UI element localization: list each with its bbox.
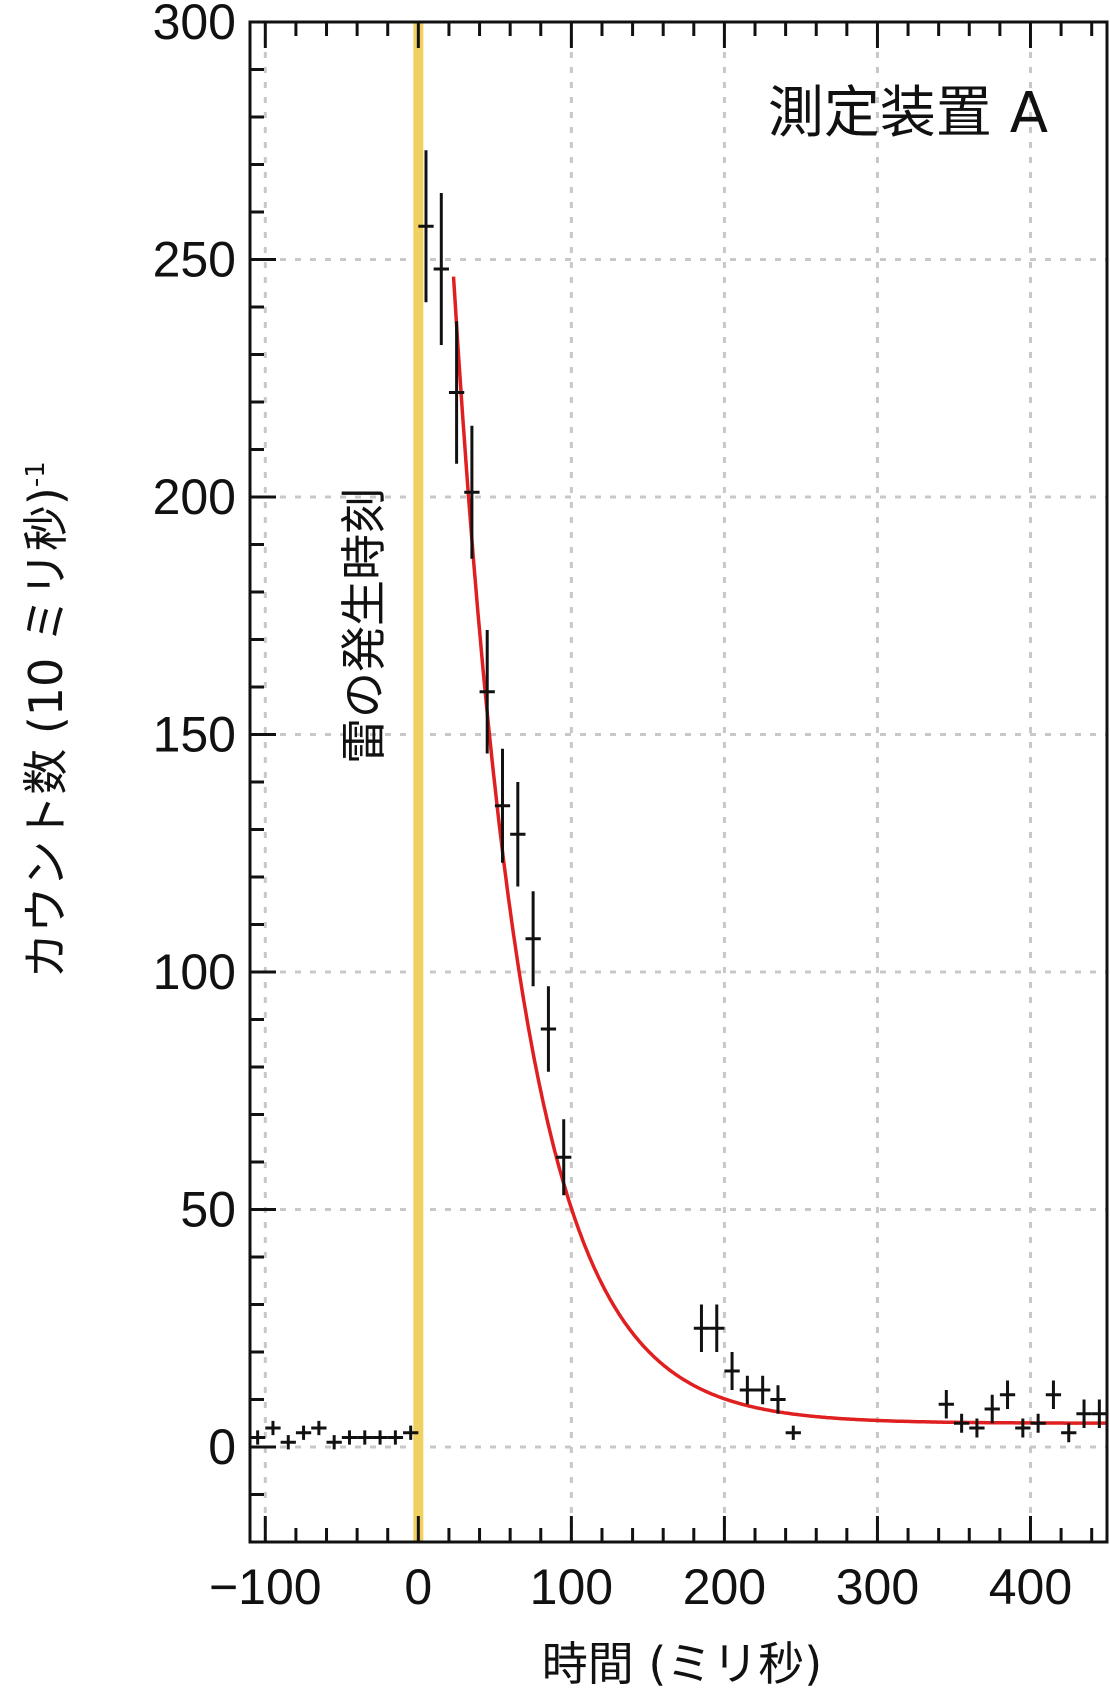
data-point xyxy=(326,1435,342,1450)
event-line xyxy=(413,22,424,1542)
data-point xyxy=(724,1352,740,1390)
device-annotation: 測定装置 A xyxy=(768,81,1048,146)
y-tick-label: 200 xyxy=(153,469,236,525)
data-point xyxy=(1015,1418,1031,1438)
data-point xyxy=(938,1390,954,1419)
data-point xyxy=(709,1304,725,1352)
x-tick-label: 300 xyxy=(836,1559,919,1615)
x-tick-label: 0 xyxy=(404,1559,432,1615)
data-point xyxy=(770,1385,786,1414)
data-point xyxy=(250,1430,266,1445)
data-point xyxy=(341,1430,358,1445)
x-tick-label: 100 xyxy=(530,1559,613,1615)
data-point xyxy=(556,1119,572,1196)
data-point xyxy=(693,1304,710,1352)
data-point xyxy=(433,193,449,345)
x-axis-title: 時間 (ミリ秒) xyxy=(542,1637,823,1691)
data-point xyxy=(984,1394,1000,1424)
data-point xyxy=(510,782,526,887)
plot-frame xyxy=(248,20,1109,1544)
data-point xyxy=(953,1413,970,1433)
data-point xyxy=(357,1430,373,1445)
data-point xyxy=(418,150,434,303)
data-point xyxy=(1061,1423,1077,1443)
data-point xyxy=(1030,1413,1046,1433)
event-marker xyxy=(413,22,424,1542)
data-point xyxy=(280,1435,296,1450)
data-point xyxy=(464,425,480,559)
data-point xyxy=(1045,1380,1062,1409)
fit-line xyxy=(451,276,1107,1425)
data-point xyxy=(403,1425,419,1440)
x-tick-label: −100 xyxy=(209,1559,322,1615)
y-axis-title: カウント数 (10 ミリ秒)-1 xyxy=(19,461,73,979)
y-tick-label: 50 xyxy=(180,1182,236,1238)
data-point xyxy=(1091,1399,1107,1428)
data-point xyxy=(479,630,495,754)
data-point xyxy=(999,1380,1016,1409)
data-point xyxy=(387,1430,404,1445)
axes xyxy=(248,20,1109,1544)
data-point xyxy=(739,1375,756,1405)
data-point xyxy=(1076,1399,1092,1428)
y-tick-label: 250 xyxy=(153,232,236,288)
data-point xyxy=(311,1420,327,1436)
data-point xyxy=(755,1375,771,1405)
data-points xyxy=(250,150,1107,1450)
data-point xyxy=(525,891,541,987)
grid xyxy=(250,20,1107,1542)
data-point xyxy=(372,1430,388,1445)
y-tick-label: 100 xyxy=(153,944,236,1000)
tick-labels: −100 0 100 200 300 400 0 50 100 150 200 250 300 xyxy=(153,0,1073,1615)
data-point xyxy=(494,748,511,863)
y-tick-label: 150 xyxy=(153,707,236,763)
x-tick-label: 200 xyxy=(683,1559,766,1615)
fit-curve xyxy=(451,276,1107,1425)
y-tick-label: 300 xyxy=(153,0,236,50)
data-point xyxy=(785,1425,801,1440)
data-point xyxy=(448,321,465,464)
data-point xyxy=(540,986,557,1072)
event-label: 雷の発生時刻 xyxy=(337,488,391,764)
y-tick-label: 0 xyxy=(208,1419,236,1475)
x-tick-label: 400 xyxy=(989,1559,1072,1615)
data-point xyxy=(265,1420,281,1436)
data-point xyxy=(969,1418,985,1438)
data-point xyxy=(295,1425,312,1440)
